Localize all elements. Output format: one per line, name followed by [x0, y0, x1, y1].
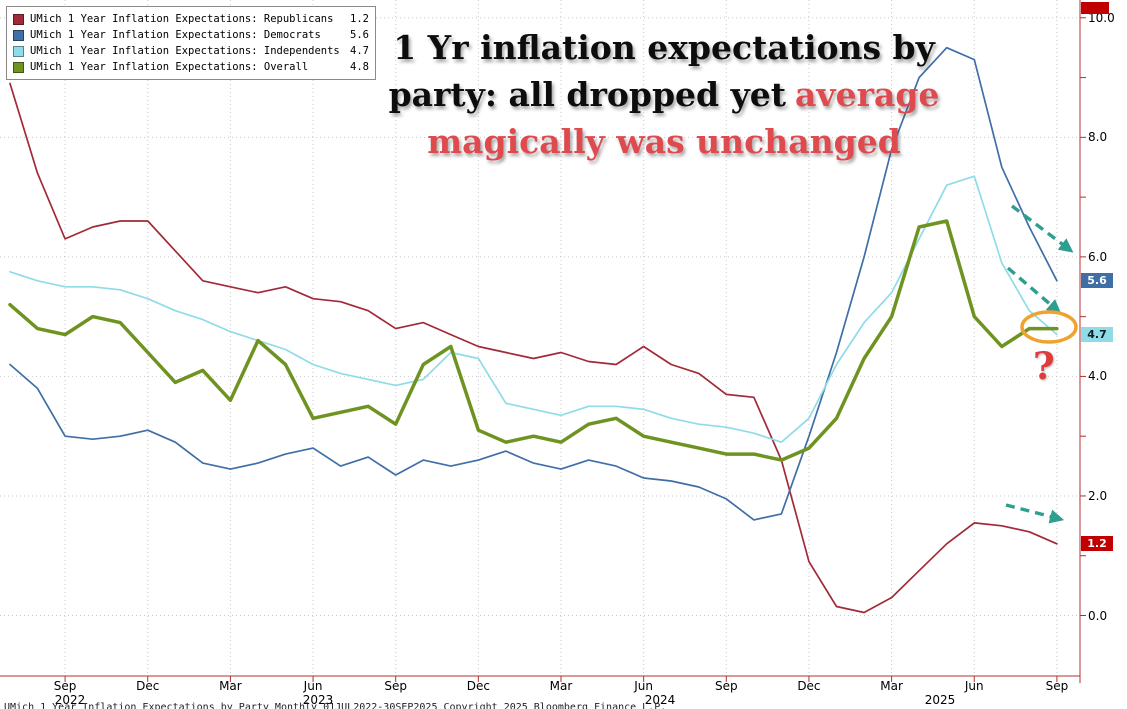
republicans-decline-arrow: [1005, 503, 1065, 524]
axis-top-red-badge: [1081, 2, 1109, 14]
x-axis-label: Mar: [880, 679, 903, 693]
x-axis-label: Dec: [466, 679, 490, 693]
x-axis-label: Mar: [549, 679, 573, 693]
headline-line3: magically was unchanged: [427, 122, 901, 161]
legend-item: UMich 1 Year Inflation Expectations: Ind…: [13, 43, 369, 59]
x-axis-label: Sep: [53, 679, 77, 693]
x-axis-year-label: 2025: [924, 693, 956, 707]
last-price-badge: 4.7: [1081, 327, 1113, 343]
x-axis-label: Dec: [797, 679, 821, 693]
y-axis-label: 10.0: [1088, 10, 1115, 25]
overall-unchanged-ellipse: [1020, 310, 1078, 344]
series-republicans: [9, 82, 1058, 614]
x-axis-year-label: 2024: [644, 693, 676, 707]
legend: UMich 1 Year Inflation Expectations: Rep…: [6, 6, 376, 80]
x-axis-label: Sep: [714, 679, 738, 693]
legend-label: UMich 1 Year Inflation Expectations: Ove…: [30, 61, 309, 73]
democrats-decline-arrow: [1010, 204, 1074, 253]
last-price-badge: 5.6: [1081, 273, 1113, 289]
legend-swatch-overall: [13, 61, 24, 73]
x-axis-label: Sep: [384, 679, 407, 693]
legend-value: 4.8: [350, 61, 369, 73]
series-independents: [9, 175, 1058, 444]
series-overall: [8, 219, 1059, 462]
question-mark-annotation: ?: [1033, 344, 1055, 388]
legend-value: 5.6: [350, 29, 369, 41]
headline-line2-black: party: all dropped yet: [388, 75, 787, 114]
x-axis-label: Jun: [303, 679, 323, 693]
last-price-badge: 1.2: [1081, 536, 1113, 552]
legend-value: 4.7: [350, 45, 369, 57]
independents-decline-arrow: [1006, 266, 1062, 314]
legend-value: 1.2: [350, 13, 369, 25]
x-axis-year-label: 2022: [54, 693, 86, 707]
x-axis-label: Jun: [964, 679, 984, 693]
legend-item: UMich 1 Year Inflation Expectations: Ove…: [13, 59, 369, 75]
x-axis-year-label: 2023: [302, 693, 334, 707]
y-axis-label: 6.0: [1088, 249, 1108, 264]
y-axis-label: 0.0: [1088, 608, 1108, 623]
x-axis-label: Dec: [136, 679, 160, 693]
legend-swatch-republicans: [13, 13, 24, 25]
legend-label: UMich 1 Year Inflation Expectations: Rep…: [30, 13, 334, 25]
x-axis-label: Jun: [634, 679, 654, 693]
y-axis-label: 2.0: [1088, 488, 1108, 503]
headline-line1: 1 Yr inflation expectations by: [393, 28, 935, 67]
legend-swatch-independents: [13, 45, 24, 57]
y-axis-label: 8.0: [1088, 130, 1108, 145]
legend-label: UMich 1 Year Inflation Expectations: Dem…: [30, 29, 321, 41]
series-democrats: [9, 46, 1058, 521]
legend-label: UMich 1 Year Inflation Expectations: Ind…: [30, 45, 339, 57]
legend-item: UMich 1 Year Inflation Expectations: Dem…: [13, 27, 369, 43]
legend-item: UMich 1 Year Inflation Expectations: Rep…: [13, 11, 369, 27]
x-axis-label: Mar: [219, 679, 242, 693]
x-axis-label: Sep: [1045, 679, 1069, 693]
y-axis-label: 4.0: [1088, 369, 1108, 384]
headline-line2-red: average: [795, 75, 940, 114]
headline-annotation: 1 Yr inflation expectations by party: al…: [368, 24, 960, 165]
source-footer: UMich 1 Year Inflation Expectations by P…: [4, 702, 667, 709]
legend-swatch-democrats: [13, 29, 24, 41]
